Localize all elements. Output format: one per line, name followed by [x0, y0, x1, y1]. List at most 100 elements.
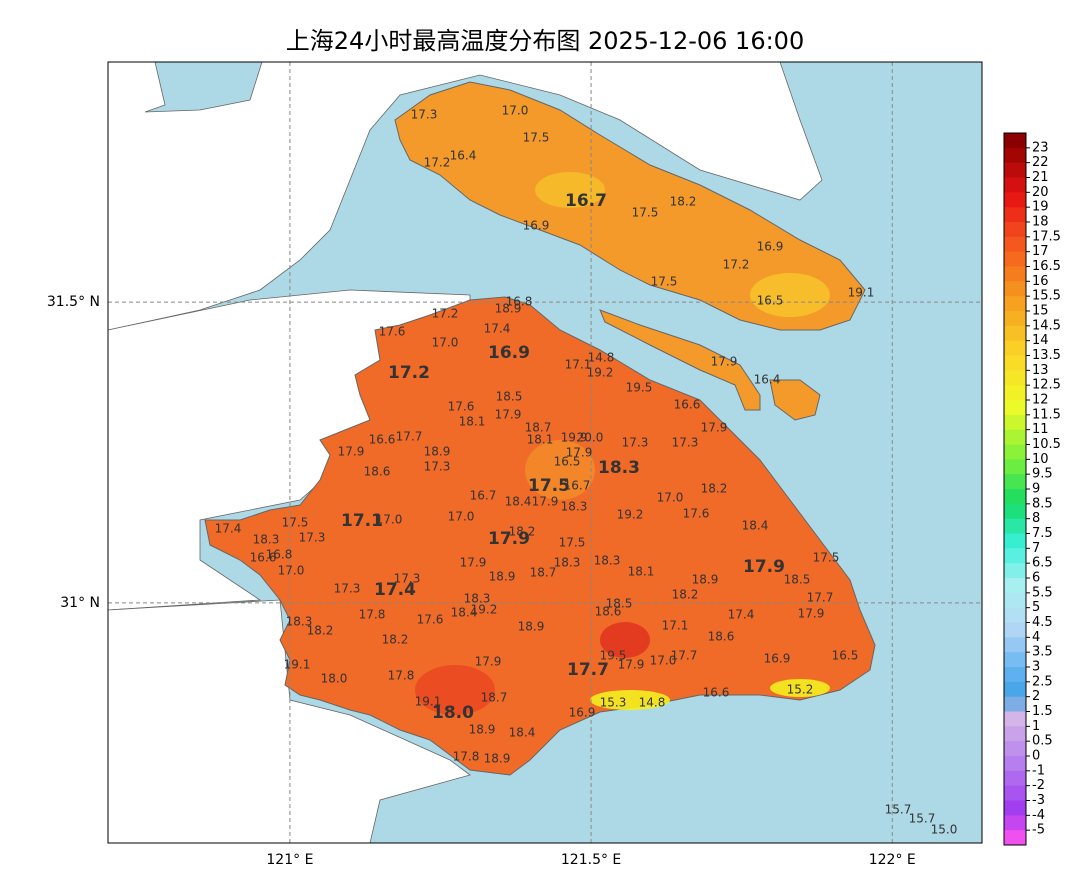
station-label: 18.9	[518, 620, 545, 634]
map-frame	[107, 61, 983, 844]
colorbar-label: 8.5	[1032, 496, 1053, 511]
station-label: 18.6	[708, 630, 735, 644]
station-label: 18.5	[496, 390, 523, 404]
station-label: 16.5	[832, 649, 859, 663]
station-label: 17.4	[215, 522, 242, 536]
colorbar-segment	[1004, 489, 1026, 505]
station-label: 15.3	[600, 696, 627, 710]
station-label: 19.1	[848, 286, 875, 300]
station-label: 18.3	[598, 458, 640, 478]
station-label: 18.7	[481, 691, 508, 705]
colorbar-segment	[1004, 236, 1026, 253]
station-label: 15.0	[931, 823, 958, 837]
colorbar-segment	[1004, 311, 1026, 327]
station-label: 18.3	[594, 554, 621, 568]
station-label: 17.5	[523, 131, 550, 145]
colorbar-label: 14	[1032, 333, 1049, 348]
station-label: 19.1	[415, 695, 442, 709]
station-label: 18.9	[489, 570, 516, 584]
colorbar-segment	[1004, 741, 1026, 757]
station-label: 17.2	[424, 156, 451, 170]
colorbar-segment	[1004, 355, 1026, 371]
station-label: 17.9	[475, 655, 502, 669]
colorbar-segment	[1004, 325, 1026, 342]
station-label: 17.9	[495, 408, 522, 422]
station-label: 17.7	[396, 430, 423, 444]
station-label: 19.5	[626, 381, 653, 395]
station-label: 18.6	[595, 605, 622, 619]
colorbar-segment	[1004, 474, 1026, 490]
station-label: 18.3	[464, 592, 491, 606]
cool-zone	[525, 440, 595, 500]
station-label: 14.8	[639, 696, 666, 710]
station-label: 17.4	[484, 322, 511, 336]
colorbar-label: -2	[1032, 778, 1045, 793]
station-label: 17.3	[299, 531, 326, 545]
station-label: 17.9	[488, 529, 530, 549]
colorbar-label: 21	[1032, 170, 1049, 185]
station-label: 17.5	[528, 476, 570, 496]
station-label: 18.0	[432, 703, 474, 723]
colorbar-label: 12	[1032, 393, 1049, 408]
colorbar-label: 3	[1032, 660, 1040, 675]
station-label: 18.3	[554, 556, 581, 570]
station-label: 18.0	[321, 672, 348, 686]
station-label: 17.9	[618, 658, 645, 672]
colorbar-segment	[1004, 400, 1026, 416]
station-label: 17.6	[417, 613, 444, 627]
station-label: 17.0	[376, 513, 403, 527]
colorbar-segment	[1004, 681, 1026, 698]
colorbar-label: 12.5	[1032, 378, 1061, 393]
colorbar-label: 11	[1032, 422, 1049, 437]
station-label: 18.5	[784, 573, 811, 587]
colorbar-label: 7.5	[1032, 526, 1053, 541]
colorbar-label: 2.5	[1032, 674, 1053, 689]
station-label: 18.4	[451, 606, 478, 620]
colorbar-segment	[1004, 414, 1026, 431]
colorbar-segment	[1004, 696, 1026, 712]
station-label: 17.5	[651, 275, 678, 289]
station-label: 18.9	[692, 573, 719, 587]
station-label: 19.2	[587, 366, 614, 380]
station-label: 17.3	[394, 572, 421, 586]
station-label: 19.9	[561, 431, 588, 445]
station-label: 18.7	[525, 421, 552, 435]
warm-zone	[535, 172, 605, 208]
colorbar-label: 15.5	[1032, 289, 1061, 304]
station-label: 17.3	[424, 460, 451, 474]
colorbar-label: 6.5	[1032, 556, 1053, 571]
colorbar-label: 14.5	[1032, 318, 1061, 333]
station-label: 17.1	[565, 358, 592, 372]
colorbar-label: 7	[1032, 541, 1040, 556]
station-label: 16.6	[703, 686, 730, 700]
colorbar-segment	[1004, 459, 1026, 475]
station-label: 18.2	[672, 588, 699, 602]
colorbar-label: 13.5	[1032, 348, 1061, 363]
station-label: 16.8	[266, 548, 293, 562]
station-label: 18.9	[495, 302, 522, 316]
station-label: 18.4	[742, 519, 769, 533]
colorbar-segment	[1004, 385, 1026, 401]
colorbar-label: 11.5	[1032, 407, 1061, 422]
station-label: 16.7	[470, 489, 497, 503]
colorbar-label: -4	[1032, 808, 1045, 823]
warm-zone	[770, 679, 830, 697]
north-land	[108, 62, 823, 331]
station-label: 19.5	[600, 649, 627, 663]
colorbar-segment	[1004, 370, 1026, 386]
colorbar-label: 18	[1032, 215, 1049, 230]
station-label: 16.9	[764, 652, 791, 666]
colorbar-segment	[1004, 815, 1026, 831]
x-tick-label: 122° E	[869, 852, 916, 868]
colorbar-segment	[1004, 133, 1026, 149]
station-label: 19.2	[471, 603, 498, 617]
station-label: 14.8	[588, 351, 615, 365]
station-label: 18.9	[484, 752, 511, 766]
station-label: 17.9	[532, 495, 559, 509]
colorbar-label: 2	[1032, 689, 1040, 704]
colorbar-segment	[1004, 162, 1026, 178]
colorbar-segment	[1004, 711, 1026, 727]
colorbar-label: 13	[1032, 363, 1049, 378]
colorbar-label: -1	[1032, 763, 1045, 778]
chongming-island	[394, 81, 866, 331]
